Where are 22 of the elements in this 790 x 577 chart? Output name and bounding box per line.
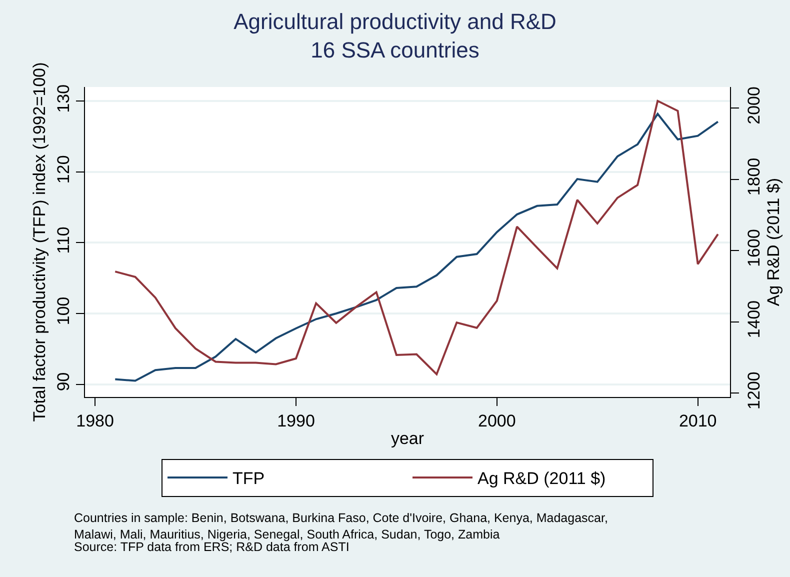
chart-title: Agricultural productivity and R&D 16 SSA countries <box>234 8 556 62</box>
legend-label: TFP <box>232 469 265 488</box>
y2-tick-label: 1400 <box>744 300 764 338</box>
x-tick-label: 2010 <box>678 411 717 430</box>
x-tick-label: 1980 <box>76 411 114 430</box>
legend-label: Ag R&D (2011 $) <box>478 469 606 488</box>
x-axis-title: year <box>390 428 424 448</box>
y-tick-label: 90 <box>54 372 74 392</box>
y-tick-label: 120 <box>54 155 74 184</box>
x-tick-label: 1990 <box>277 411 315 430</box>
y2-tick-label: 1800 <box>744 158 764 196</box>
y-axis-title: Total factor productivity (TFP) index (1992=100) <box>30 62 49 422</box>
y2-axis-title: Ag R&D (2011 $) <box>764 178 783 306</box>
y2-tick-label: 1200 <box>744 372 764 410</box>
y-tick-label: 100 <box>54 296 74 326</box>
source-note: Source: TFP data from ERS; R&D data from ASTI <box>74 540 350 554</box>
y2-tick-label: 2000 <box>744 86 764 124</box>
y2-tick-label: 1600 <box>744 229 764 267</box>
x-tick-label: 2000 <box>478 411 516 430</box>
y-tick-label: 130 <box>54 84 74 113</box>
y-tick-label: 110 <box>54 226 74 254</box>
text: Countries in sample: Benin, Botswana, Burkina Faso, Cote d'Ivoire, Ghana, Kenya, Madagascar, Malawi, Mali, Mauritius, Nigeria, Senegal, South Africa, Sudan, Togo, Zambia <box>74 511 608 542</box>
